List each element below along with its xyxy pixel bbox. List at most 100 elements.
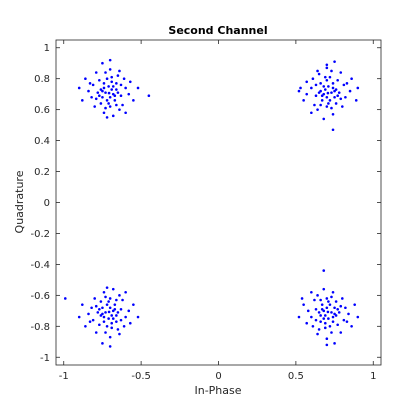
data-point — [330, 91, 333, 94]
data-point — [310, 86, 313, 90]
x-tick-label: 0.5 — [288, 371, 304, 382]
data-point — [118, 69, 121, 73]
data-point — [113, 307, 117, 311]
data-point — [121, 103, 124, 107]
data-point — [337, 311, 341, 314]
data-point — [339, 97, 343, 101]
data-point — [317, 91, 321, 94]
data-point — [314, 318, 318, 322]
data-point — [326, 310, 330, 314]
data-point — [88, 82, 92, 85]
data-point — [87, 89, 90, 93]
data-point — [128, 80, 132, 84]
data-point — [336, 78, 339, 82]
data-point — [84, 325, 87, 328]
data-point — [328, 99, 332, 102]
data-point — [110, 88, 114, 91]
data-point — [316, 332, 319, 336]
data-point — [116, 74, 120, 77]
data-point — [325, 105, 329, 108]
data-point — [107, 317, 110, 320]
data-point — [110, 314, 114, 317]
data-point — [124, 290, 127, 294]
x-tick-label: -1 — [59, 371, 69, 382]
x-tick-label: 1 — [370, 371, 376, 382]
data-point — [102, 86, 106, 90]
data-point — [102, 320, 106, 323]
y-tick-label: -1 — [40, 353, 50, 364]
data-point — [330, 69, 333, 73]
data-point — [132, 303, 135, 306]
data-point — [330, 311, 333, 314]
data-point — [116, 91, 120, 94]
data-point — [333, 60, 336, 63]
data-point — [331, 82, 335, 85]
data-point — [94, 71, 98, 74]
data-point — [108, 345, 112, 348]
data-point — [323, 321, 327, 325]
data-point — [108, 68, 112, 71]
data-point — [118, 332, 121, 336]
data-point — [113, 94, 117, 98]
data-point — [313, 103, 316, 107]
y-axis-ticks: -1 -0.8 -0.6 -0.4 -0.2 0 0.2 0.4 0.6 0.8 1 — [30, 43, 381, 364]
data-point — [122, 77, 126, 80]
data-point — [108, 58, 112, 62]
data-point — [344, 306, 347, 310]
data-point — [331, 290, 335, 294]
data-point — [90, 95, 93, 99]
data-point — [119, 83, 123, 87]
data-point — [108, 306, 112, 310]
data-point — [99, 300, 103, 303]
data-point — [320, 94, 324, 98]
data-point — [115, 320, 118, 323]
data-point — [124, 111, 127, 115]
data-point — [310, 111, 313, 115]
data-point — [81, 303, 84, 306]
data-point — [118, 294, 121, 297]
data-point — [132, 99, 135, 102]
data-point — [341, 105, 344, 108]
data-point — [319, 298, 322, 302]
y-tick-label: -0.2 — [30, 229, 50, 240]
data-point — [77, 86, 81, 90]
data-point — [105, 286, 109, 289]
data-point — [91, 318, 95, 322]
data-point — [108, 95, 112, 99]
data-point — [350, 77, 353, 80]
data-point — [101, 95, 104, 99]
data-point — [110, 321, 114, 325]
data-point — [314, 307, 318, 311]
data-point — [325, 337, 329, 340]
data-point — [107, 300, 110, 303]
data-point — [104, 91, 107, 94]
data-point — [115, 82, 118, 85]
data-point — [353, 303, 356, 306]
data-point — [111, 287, 115, 291]
data-point — [108, 335, 112, 339]
data-point — [328, 75, 332, 79]
data-point — [108, 297, 112, 300]
data-point — [115, 88, 118, 91]
data-point — [344, 95, 347, 99]
data-point — [121, 298, 124, 302]
data-point — [105, 99, 109, 102]
data-point — [302, 303, 305, 306]
chart-title: Second Channel — [168, 24, 267, 37]
data-point — [119, 318, 123, 322]
data-point — [107, 310, 111, 314]
y-tick-label: 0 — [44, 198, 50, 209]
data-point — [331, 112, 335, 116]
data-point — [316, 294, 319, 297]
data-point — [333, 342, 336, 345]
data-point — [81, 99, 84, 102]
data-point — [311, 77, 315, 80]
data-point — [325, 95, 329, 99]
data-point — [115, 103, 118, 107]
data-point — [110, 326, 114, 330]
data-point — [111, 85, 115, 88]
data-point — [113, 99, 117, 102]
data-point — [325, 78, 329, 82]
data-point — [317, 311, 321, 314]
